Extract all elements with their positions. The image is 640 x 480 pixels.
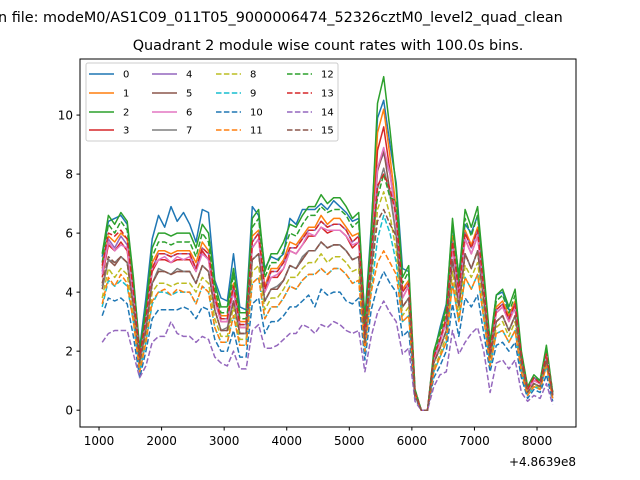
legend-label: 9	[250, 89, 256, 100]
x-axis: 1000 2000 3000 4000 5000 6000 7000 8000	[84, 427, 553, 448]
series-line-module-6	[101, 146, 554, 411]
y-tick-label: 0	[65, 404, 73, 418]
x-offset-label: +4.8639e8	[509, 455, 576, 469]
plot-area	[101, 75, 554, 411]
x-tick-label: 5000	[334, 434, 365, 448]
legend-label: 2	[123, 108, 129, 119]
legend-entry-module-4: 4	[152, 70, 192, 81]
series-line-module-13	[101, 173, 554, 411]
series-line-module-12	[101, 173, 554, 411]
series-line-module-2	[101, 75, 554, 411]
series-line-module-10	[101, 270, 554, 411]
legend-entry-module-5: 5	[152, 89, 192, 100]
legend-entry-module-15: 15	[287, 126, 334, 137]
legend-label: 10	[250, 108, 263, 119]
x-tick-label: 7000	[459, 434, 490, 448]
legend-entry-module-14: 14	[287, 108, 334, 119]
x-tick-label: 8000	[522, 434, 553, 448]
chart-title: Quadrant 2 module wise count rates with …	[133, 38, 524, 54]
series-line-module-14	[101, 300, 554, 411]
legend-label: 13	[321, 89, 334, 100]
legend-label: 14	[321, 108, 334, 119]
legend-label: 3	[123, 126, 129, 137]
series-line-module-1	[101, 108, 554, 411]
y-tick-label: 2	[65, 345, 73, 359]
y-tick-label: 4	[65, 286, 73, 300]
legend-label: 12	[321, 70, 334, 81]
y-tick-label: 10	[58, 109, 73, 123]
legend-label: 0	[123, 70, 129, 81]
series-line-module-11	[101, 250, 554, 411]
legend-entry-module-10: 10	[216, 108, 263, 119]
legend-label: 7	[186, 126, 192, 137]
y-tick-label: 8	[65, 168, 73, 182]
legend-label: 5	[186, 89, 192, 100]
chart-suptitle: n file: modeM0/AS1C09_011T05_9000006474_…	[0, 10, 563, 26]
legend-entry-module-3: 3	[89, 126, 129, 137]
legend-label: 1	[123, 89, 129, 100]
legend-entry-module-13: 13	[287, 89, 334, 100]
x-tick-label: 3000	[209, 434, 240, 448]
legend-label: 8	[250, 70, 256, 81]
legend-label: 15	[321, 126, 334, 137]
legend-entry-module-7: 7	[152, 126, 192, 137]
axes-frame	[79, 58, 577, 428]
x-tick-label: 4000	[271, 434, 302, 448]
legend-entry-module-2: 2	[89, 108, 129, 119]
legend-entry-module-12: 12	[287, 70, 334, 81]
series-line-module-15	[101, 208, 554, 411]
legend-entry-module-8: 8	[216, 70, 256, 81]
series-line-module-8	[101, 191, 554, 411]
legend-box	[85, 62, 339, 142]
legend-entry-module-11: 11	[216, 126, 263, 137]
y-tick-label: 6	[65, 227, 73, 241]
legend-label: 4	[186, 70, 192, 81]
legend-entry-module-1: 1	[89, 89, 129, 100]
x-tick-label: 2000	[146, 434, 177, 448]
legend-entry-module-6: 6	[152, 108, 192, 119]
y-axis: 0 2 4 6 8 10	[58, 109, 80, 418]
legend-label: 11	[250, 126, 263, 137]
legend-entry-module-0: 0	[89, 70, 129, 81]
x-tick-label: 6000	[397, 434, 428, 448]
series-line-module-3	[101, 126, 554, 411]
legend-entry-module-9: 9	[216, 89, 256, 100]
legend-label: 6	[186, 108, 192, 119]
x-tick-label: 1000	[84, 434, 115, 448]
